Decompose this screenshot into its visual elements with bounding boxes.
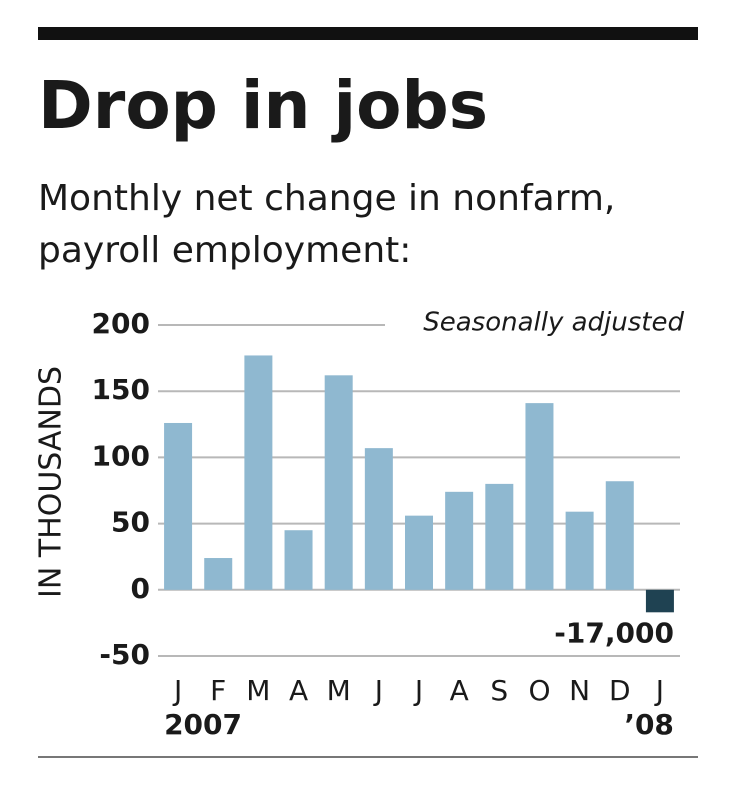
y-tick-label: 100: [92, 439, 150, 472]
x-tick-label: F: [210, 674, 226, 707]
y-tick-label: 200: [92, 307, 150, 340]
bar: [204, 558, 233, 590]
bar: [164, 422, 193, 590]
subtitle: Monthly net change in nonfarm,: [38, 178, 615, 219]
x-tick-label: J: [413, 674, 423, 707]
x-tick-label: D: [609, 674, 631, 707]
x-tick-label: J: [373, 674, 383, 707]
y-tick-label: 150: [92, 373, 150, 406]
x-tick-label: A: [450, 674, 469, 707]
annotation-bg: [385, 307, 685, 343]
value-label: -17,000: [554, 616, 674, 649]
bar: [364, 448, 393, 590]
bar: [605, 481, 634, 590]
bar: [244, 355, 273, 590]
x-tick-label: O: [528, 674, 550, 707]
annotation: Seasonally adjusted: [423, 308, 684, 338]
bar: [445, 491, 474, 590]
y-tick-label: 50: [111, 506, 150, 539]
top-rule: [38, 27, 698, 40]
bar: [525, 403, 554, 590]
x-tick-label: M: [327, 674, 351, 707]
bar: [645, 589, 674, 613]
x-tick-label: J: [172, 674, 182, 707]
y-axis-label: IN THOUSANDS: [34, 366, 69, 598]
y-tick-label: 0: [131, 572, 150, 605]
x-tick-label: J: [654, 674, 664, 707]
subtitle: payroll employment:: [38, 230, 411, 271]
x-tick-label: N: [569, 674, 590, 707]
x-tick-label: S: [490, 674, 508, 707]
year-label: 2007: [164, 708, 242, 741]
bar: [485, 483, 514, 590]
y-tick-label: -50: [99, 638, 150, 671]
bar: [405, 515, 433, 590]
chart-title: Drop in jobs: [38, 67, 488, 144]
x-tick-label: A: [289, 674, 308, 707]
bar: [284, 530, 313, 590]
x-tick-label: M: [246, 674, 270, 707]
year-label: ’08: [624, 708, 674, 741]
bar: [565, 511, 594, 590]
bar: [324, 375, 353, 590]
